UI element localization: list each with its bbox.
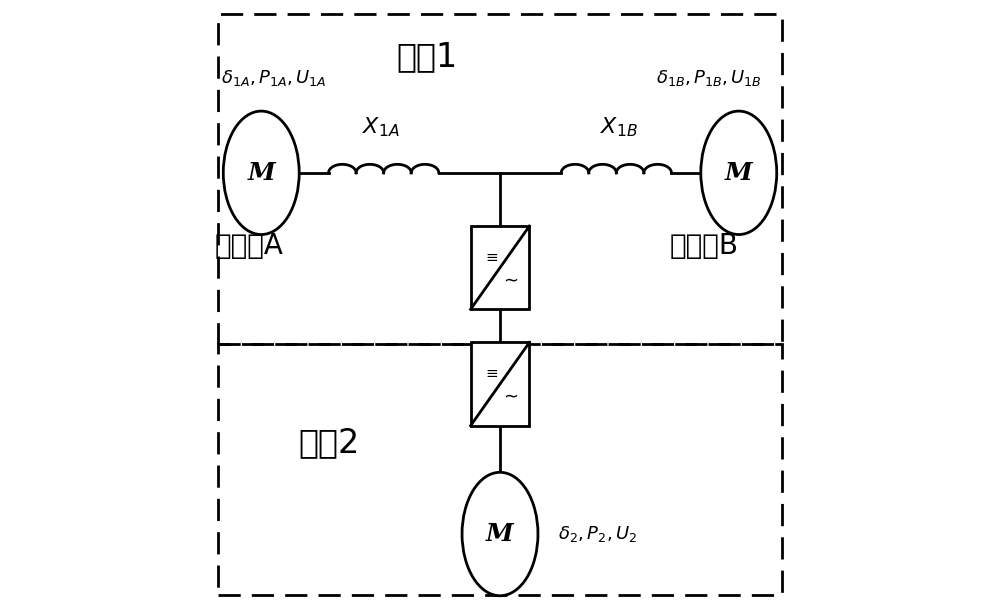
Text: X$_{1A}$: X$_{1A}$ bbox=[362, 115, 400, 139]
Text: $\equiv$: $\equiv$ bbox=[483, 248, 499, 264]
Ellipse shape bbox=[462, 472, 538, 596]
Bar bbox=[471, 343, 529, 426]
Text: $\delta_{2},P_{2},U_{2}$: $\delta_{2},P_{2},U_{2}$ bbox=[558, 524, 637, 544]
Text: M: M bbox=[486, 522, 514, 546]
Text: 系瀱2: 系瀱2 bbox=[298, 426, 359, 459]
Text: M: M bbox=[247, 161, 275, 185]
Text: $\sim$: $\sim$ bbox=[500, 387, 519, 405]
Text: $\delta_{1A},P_{1A},U_{1A}$: $\delta_{1A},P_{1A},U_{1A}$ bbox=[221, 68, 327, 88]
Text: $\delta_{1B},P_{1B},U_{1B}$: $\delta_{1B},P_{1B},U_{1B}$ bbox=[656, 68, 762, 88]
Ellipse shape bbox=[701, 111, 777, 234]
Bar bbox=[471, 226, 529, 309]
Ellipse shape bbox=[223, 111, 299, 234]
Text: M: M bbox=[725, 161, 753, 185]
Text: $\equiv$: $\equiv$ bbox=[483, 365, 499, 380]
Bar bbox=[218, 344, 782, 595]
Text: 子系统A: 子系统A bbox=[215, 232, 283, 260]
Text: X$_{1B}$: X$_{1B}$ bbox=[600, 115, 638, 139]
Text: 系瀱1: 系瀱1 bbox=[396, 40, 457, 73]
Text: $\sim$: $\sim$ bbox=[500, 271, 519, 288]
Bar bbox=[218, 14, 782, 344]
Text: 子系统B: 子系统B bbox=[670, 232, 739, 260]
